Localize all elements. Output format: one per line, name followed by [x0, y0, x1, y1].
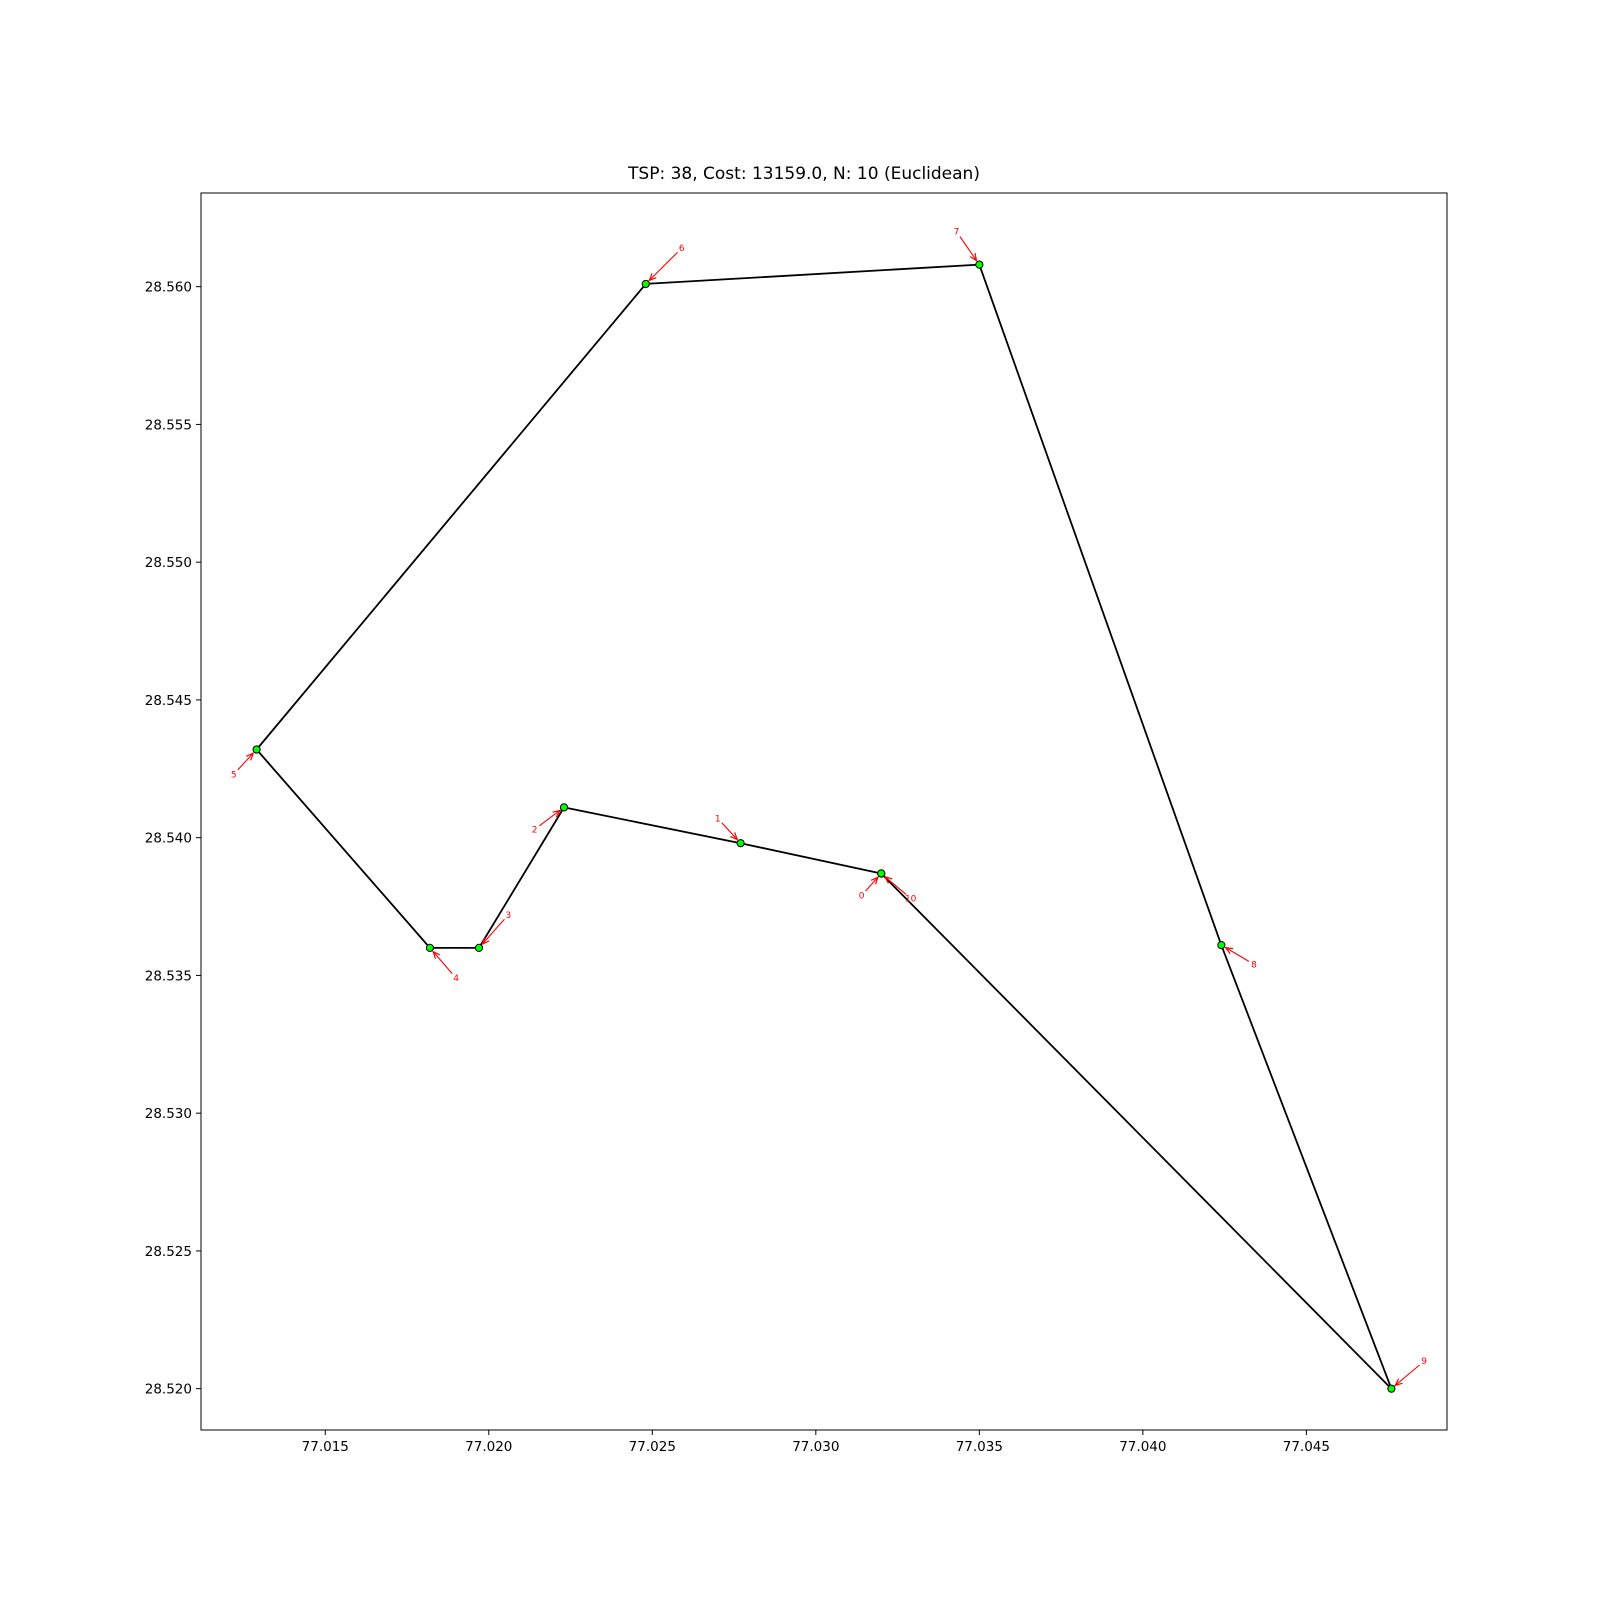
node-label: 3	[506, 911, 512, 921]
annotation-arrow	[539, 810, 560, 827]
node-point	[641, 279, 650, 289]
y-tick-label: 28.540	[145, 831, 192, 847]
node-point	[736, 839, 745, 848]
annotation-arrow	[482, 918, 505, 944]
annotation-layer: 0 1 2 3 4 5 6 7 8 9 10	[231, 228, 1427, 1386]
node-label: 10	[905, 894, 917, 904]
x-tick-label: 77.035	[956, 1439, 1003, 1455]
y-tick-label: 28.545	[145, 693, 192, 709]
node-point	[877, 869, 886, 878]
node-point	[474, 943, 484, 952]
node-point	[975, 260, 984, 269]
x-tick-label: 77.040	[1119, 1439, 1166, 1455]
x-axis: 77.015 77.020 77.025 77.030 77.035 77.040 77.0…	[302, 1430, 1330, 1455]
y-tick-label: 28.525	[145, 1244, 192, 1260]
annotation-arrow	[1226, 948, 1250, 962]
x-tick-label: 77.030	[792, 1439, 839, 1455]
node-label: 6	[679, 244, 685, 254]
node-label: 2	[532, 825, 538, 835]
node-label: 7	[954, 228, 960, 238]
y-tick-label: 28.555	[145, 417, 192, 433]
x-tick-label: 77.020	[465, 1439, 512, 1455]
node-label: 9	[1421, 1357, 1427, 1367]
y-tick-label: 28.530	[145, 1106, 192, 1122]
y-tick-label: 28.520	[145, 1382, 192, 1398]
node-layer	[252, 260, 1396, 1393]
node-label: 8	[1251, 960, 1257, 970]
node-point	[559, 803, 569, 812]
x-tick-label: 77.045	[1283, 1439, 1330, 1455]
node-label: 0	[859, 892, 865, 902]
y-tick-label: 28.560	[145, 280, 192, 296]
annotation-arrow	[721, 822, 737, 840]
node-point	[425, 943, 435, 952]
y-tick-label: 28.550	[145, 555, 192, 571]
annotation-arrow	[885, 877, 907, 895]
chart-title: TSP: 38, Cost: 13159.0, N: 10 (Euclidean…	[627, 164, 980, 184]
node-point	[1387, 1384, 1396, 1393]
annotation-arrow	[433, 952, 453, 974]
node-label: 4	[453, 974, 459, 984]
annotation-arrow	[649, 251, 678, 280]
x-tick-label: 77.025	[629, 1439, 676, 1455]
annotation-arrow	[959, 236, 977, 261]
x-tick-label: 77.015	[302, 1439, 349, 1455]
annotation-arrow	[237, 753, 253, 771]
y-axis: 28.520 28.525 28.530 28.535 28.540 28.545 28.5…	[145, 280, 201, 1398]
y-tick-label: 28.535	[145, 968, 192, 984]
route-layer	[255, 263, 1393, 1390]
node-point	[252, 745, 261, 754]
node-label: 1	[715, 814, 721, 824]
node-label: 5	[231, 770, 237, 780]
tour-route-line	[255, 263, 1393, 1390]
annotation-arrow	[1395, 1364, 1420, 1385]
plot-area-frame	[200, 192, 1448, 1431]
annotation-arrow	[865, 877, 878, 892]
node-point	[1217, 941, 1226, 950]
